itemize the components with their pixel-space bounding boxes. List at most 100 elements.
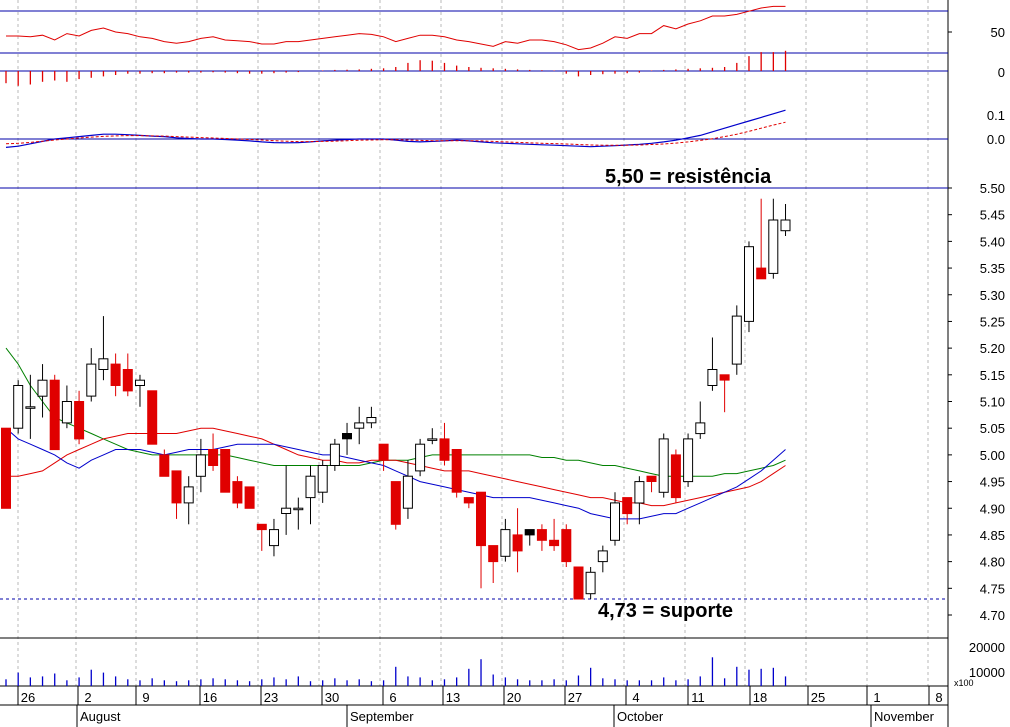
- candle-body: [634, 481, 645, 504]
- candle-body: [500, 529, 511, 557]
- candle-body: [476, 491, 486, 547]
- day-label: 9: [142, 690, 149, 705]
- candle-body: [49, 379, 60, 451]
- month-label: November: [874, 709, 935, 724]
- candle-body: [74, 401, 85, 440]
- axis-labels: 5.50 5.45 5.40 5.35 5.30 5.25 5.20 5.15 5.10 5.05…: [17, 25, 1005, 727]
- price-tick-label: 4.95: [980, 475, 1005, 490]
- candle-body: [183, 486, 194, 504]
- moving-average-2: [6, 427, 786, 507]
- volume-panel: [5, 657, 787, 686]
- candle-body: [768, 219, 779, 274]
- candle-body: [195, 454, 206, 477]
- candle-body: [451, 449, 462, 493]
- candle-body: [208, 449, 219, 466]
- candle-body: [25, 406, 36, 409]
- day-label: 6: [389, 690, 396, 705]
- candle-body: [756, 267, 767, 280]
- candle-body: [305, 475, 316, 499]
- candle-body: [135, 379, 145, 387]
- moving-average-3: [5, 427, 786, 520]
- candle-body: [13, 385, 24, 429]
- price-tick-label: 5.05: [980, 421, 1005, 436]
- candle-body: [86, 363, 97, 397]
- candle-body: [159, 454, 170, 477]
- candle-body: [220, 449, 231, 493]
- candle-body: [670, 454, 681, 499]
- price-tick-label: 5.45: [980, 208, 1005, 223]
- histogram-panel: [0, 50, 948, 86]
- candle-body: [378, 443, 389, 461]
- price-tick-label: 4.80: [980, 555, 1005, 570]
- resistance-label: 5,50 = resistência: [605, 166, 772, 188]
- candle-body: [402, 475, 413, 509]
- price-tick-label: 4.90: [980, 501, 1005, 516]
- day-label: 13: [446, 690, 460, 705]
- day-label: 8: [935, 690, 942, 705]
- candle-body: [1, 427, 11, 509]
- candle-body: [488, 545, 499, 563]
- volume-tick-label: 20000: [969, 640, 1005, 655]
- candle-body: [658, 438, 669, 493]
- candle-body: [232, 481, 243, 504]
- candle-body: [256, 523, 267, 531]
- volume-multiplier: x100: [954, 678, 974, 688]
- macd-panel: [0, 109, 948, 148]
- price-tick-label: 5.35: [980, 261, 1005, 276]
- candle-body: [536, 529, 547, 541]
- candle-body: [731, 315, 742, 365]
- candle-body: [281, 507, 292, 515]
- day-label: 11: [691, 690, 705, 705]
- price-tick-label: 5.30: [980, 288, 1005, 303]
- candle-body: [646, 475, 657, 483]
- candle-body: [780, 219, 791, 232]
- day-label: 4: [632, 690, 639, 705]
- candle-body: [122, 369, 133, 392]
- candle-body: [463, 497, 474, 504]
- hist-tick-label: 0: [998, 65, 1005, 80]
- day-label: 2: [84, 690, 91, 705]
- rsi-panel: [0, 5, 948, 54]
- macd-signal-line: [5, 121, 786, 146]
- candle-body: [622, 497, 633, 515]
- candle-body: [549, 539, 560, 547]
- month-label: August: [80, 709, 121, 724]
- volume-tick-label: 10000: [969, 665, 1005, 680]
- candle-body: [317, 465, 328, 493]
- candle-body: [37, 379, 48, 397]
- price-panel: [0, 187, 948, 600]
- price-tick-label: 4.75: [980, 581, 1005, 596]
- candle-body: [415, 443, 426, 472]
- support-label: 4,73 = suporte: [598, 600, 733, 622]
- panel-frames: [0, 0, 949, 727]
- day-label: 23: [264, 690, 278, 705]
- month-label: September: [350, 709, 414, 724]
- price-tick-label: 5.20: [980, 341, 1005, 356]
- candle-body: [707, 369, 718, 386]
- candle-body: [439, 438, 450, 461]
- price-tick-label: 5.50: [980, 181, 1005, 196]
- candle-body: [683, 438, 694, 483]
- price-tick-label: 4.85: [980, 528, 1005, 543]
- candle-body: [354, 422, 365, 429]
- day-label: 16: [203, 690, 217, 705]
- candle-body: [597, 550, 608, 563]
- day-label: 30: [325, 690, 339, 705]
- candle-body: [524, 529, 535, 536]
- candle-body: [147, 390, 158, 445]
- day-label: 26: [21, 690, 35, 705]
- candle-body: [171, 470, 182, 504]
- candle-body: [719, 374, 730, 381]
- candle-body: [427, 438, 438, 441]
- price-tick-label: 4.70: [980, 608, 1005, 623]
- price-tick-label: 5.40: [980, 234, 1005, 249]
- candle-body: [610, 502, 620, 541]
- day-label: 20: [507, 690, 521, 705]
- grid-lines: [17, 0, 929, 686]
- rsi-line: [6, 5, 786, 51]
- candle-body: [293, 507, 304, 511]
- macd-tick-label: 0.1: [987, 108, 1005, 123]
- price-tick-label: 5.25: [980, 314, 1005, 329]
- candle-body: [585, 571, 596, 595]
